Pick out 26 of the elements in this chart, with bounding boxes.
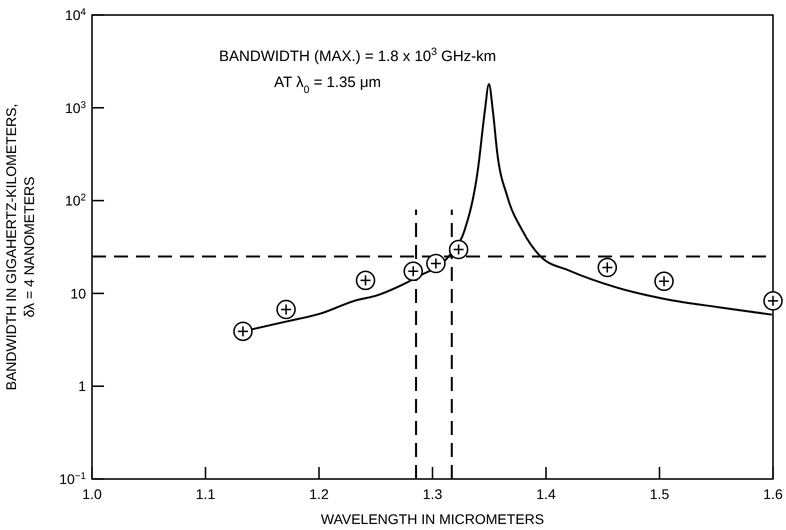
- x-tick-label: 1.6: [763, 486, 783, 502]
- point: [403, 262, 423, 282]
- y-tick-label: 10$^{3}$: [64, 99, 87, 116]
- x-tick-label: 1.4: [536, 486, 556, 502]
- y-tick-label: 10$^{−1}$: [59, 470, 86, 487]
- y-tick-label: 10$^{2}$: [64, 192, 86, 209]
- x-axis-title: WAVELENGTH IN MICROMETERS: [320, 511, 544, 527]
- point: [356, 270, 376, 290]
- x-tick-label: 1.1: [196, 486, 216, 502]
- y-tick-label: 1: [78, 378, 86, 394]
- point: [654, 272, 674, 292]
- point: [276, 300, 296, 320]
- x-tick-label: 1.3: [422, 486, 442, 502]
- y-tick-label: 10$^{4}$: [64, 6, 87, 23]
- y-axis-title: BANDWIDTH IN GIGAHERTZ-KILOMETERS, δλ = 4 NANOMETERS: [3, 104, 37, 390]
- point: [426, 254, 446, 274]
- x-tick-label: 1.0: [82, 486, 102, 502]
- annotation: BANDWIDTH (MAX.) = 1.8 x 10$^{3}$ GHz-km: [219, 46, 496, 65]
- point: [233, 322, 253, 342]
- y-tick-label: 10: [70, 285, 86, 302]
- x-tick-label: 1.5: [650, 486, 670, 502]
- point: [598, 258, 618, 278]
- point: [448, 240, 468, 260]
- x-tick-label: 1.2: [309, 486, 329, 502]
- annotation: AT λ$_{0}$ = 1.35 μm: [274, 74, 382, 96]
- point: [763, 291, 783, 311]
